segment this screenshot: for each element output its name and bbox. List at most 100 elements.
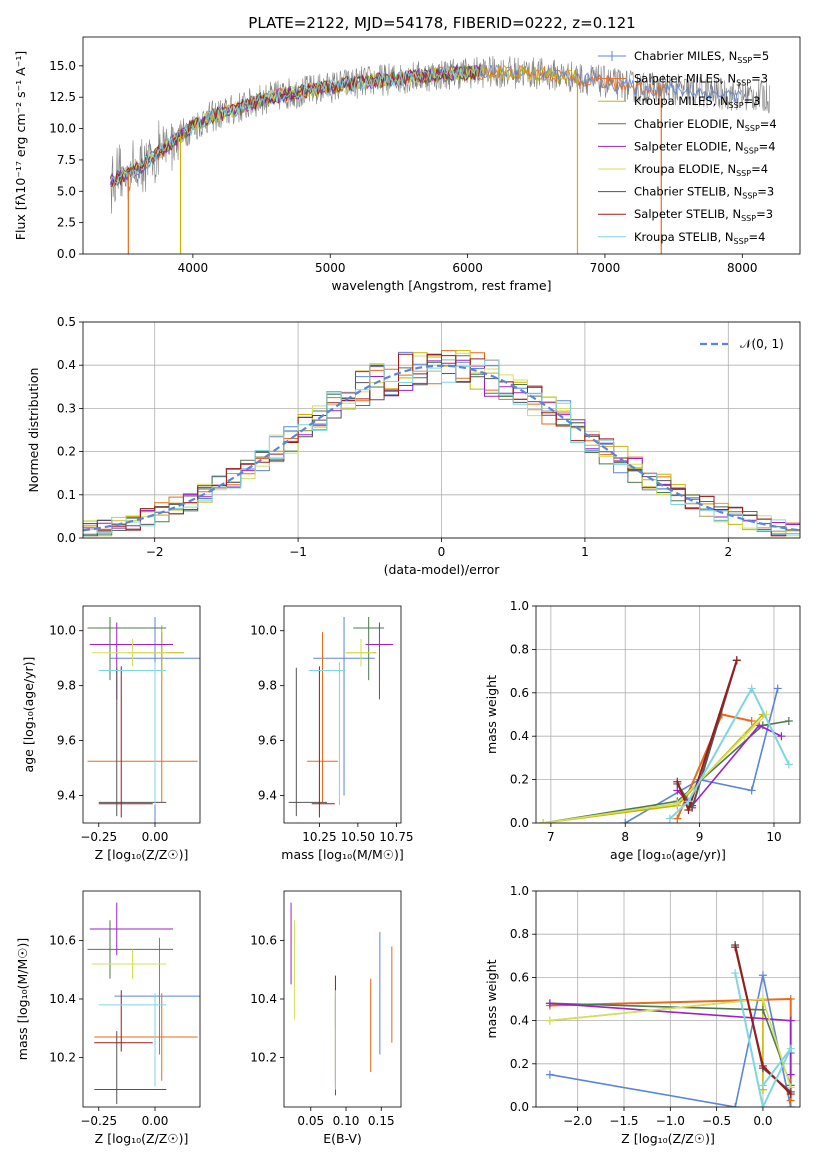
y-tick-label: 9.4 bbox=[57, 789, 76, 803]
x-tick-label: 0.00 bbox=[142, 1114, 169, 1128]
axes-frame bbox=[283, 890, 402, 1108]
y-tick-label: 9.6 bbox=[258, 734, 277, 748]
y-tick-label: 0.2 bbox=[57, 445, 76, 459]
x-tick-label: 0.00 bbox=[142, 830, 169, 844]
x-axis-label: Z [log₁₀(Z/Z☉)] bbox=[621, 1131, 715, 1146]
plot-area bbox=[288, 616, 394, 818]
legend-subscript: SSP bbox=[741, 214, 756, 223]
gaussian-curve bbox=[83, 364, 800, 532]
series-marker bbox=[747, 717, 756, 726]
x-tick-label: 5000 bbox=[315, 261, 346, 275]
y-tick-label: 0.6 bbox=[510, 970, 529, 984]
x-tick-label: −0.25 bbox=[80, 1114, 117, 1128]
x-tick-label: 6000 bbox=[452, 261, 483, 275]
series-marker bbox=[731, 943, 740, 952]
panel-residuals: −2 −1 0 1 2 0.0 0.1 0.2 0.3 0.4 0.5 (data-model)/er… bbox=[26, 315, 801, 577]
panel-mass_age: 10.25 10.50 10.75 9.4 9.6 9.8 10.0 mass [log₁₀(… bbox=[250, 605, 414, 862]
y-tick-label: 0.5 bbox=[57, 315, 76, 329]
legend-label: Chabrier MILES, NSSP=5 bbox=[634, 49, 769, 65]
legend-subscript: SSP bbox=[736, 169, 751, 178]
series-marker bbox=[773, 684, 782, 693]
series-marker bbox=[545, 1016, 554, 1025]
y-tick-label: 0.1 bbox=[57, 488, 76, 502]
legend-subscript: SSP bbox=[736, 79, 751, 88]
series-line bbox=[543, 713, 768, 823]
y-axis-label: mass weight bbox=[484, 959, 499, 1038]
y-tick-label: 10.0 bbox=[250, 624, 277, 638]
series-line bbox=[624, 688, 779, 823]
y-tick-label: 10.2 bbox=[250, 1050, 277, 1064]
x-tick-label: 7 bbox=[547, 830, 555, 844]
legend-marker bbox=[607, 51, 617, 61]
panel-z_age: −0.25 0.00 9.4 9.6 9.8 10.0 Z [log₁₀(Z/Z☉)] age… bbox=[21, 605, 201, 862]
panel-spectrum: 4000 5000 6000 7000 8000 0.0 2.5 5.0 7.5 10.0 12.5… bbox=[13, 36, 801, 293]
legend-label: Chabrier ELODIE, NSSP=4 bbox=[634, 117, 777, 133]
x-tick-label: 0.0 bbox=[753, 1114, 772, 1128]
plot-area bbox=[290, 902, 393, 1096]
series-marker bbox=[758, 1103, 767, 1107]
legend-subscript: SSP bbox=[729, 101, 744, 110]
x-tick-label: 1 bbox=[581, 545, 589, 559]
y-tick-label: 10.6 bbox=[250, 934, 277, 948]
x-tick-label: 10.25 bbox=[302, 830, 336, 844]
y-axis-label: age [log₁₀(age/yr)] bbox=[21, 657, 36, 773]
x-tick-label: −0.25 bbox=[80, 830, 117, 844]
legend-value: =4 bbox=[749, 230, 766, 244]
y-tick-label: 0.0 bbox=[510, 1100, 529, 1114]
y-tick-label: 0.4 bbox=[510, 729, 529, 743]
legend-subscript: SSP bbox=[745, 124, 760, 133]
legend-label: Chabrier STELIB, NSSP=3 bbox=[634, 185, 774, 201]
y-tick-label: 0.0 bbox=[57, 247, 76, 261]
axes-frame bbox=[82, 321, 801, 539]
y-axis-label: mass weight bbox=[484, 675, 499, 754]
x-tick-label: −1.5 bbox=[609, 1114, 638, 1128]
legend-label: Kroupa MILES, NSSP=3 bbox=[634, 94, 760, 110]
series-line bbox=[669, 686, 790, 820]
legend-value: =4 bbox=[759, 139, 776, 153]
y-tick-label: 0.0 bbox=[57, 531, 76, 545]
y-tick-label: 10.2 bbox=[49, 1050, 76, 1064]
x-tick-label: 10.50 bbox=[341, 830, 375, 844]
x-tick-label: 10.75 bbox=[379, 830, 413, 844]
histogram-step bbox=[83, 353, 800, 537]
x-tick-label: 8000 bbox=[727, 261, 758, 275]
panel-ebv_mass: 0.05 0.10 0.15 10.2 10.4 10.6 E(B-V) bbox=[250, 890, 402, 1146]
x-tick-label: 9 bbox=[696, 830, 704, 844]
series-marker bbox=[684, 797, 693, 806]
x-tick-label: 0.05 bbox=[297, 1114, 324, 1128]
legend-value: =3 bbox=[751, 72, 768, 86]
plot-area bbox=[87, 616, 200, 823]
series-line bbox=[734, 972, 792, 1107]
legend-value: =4 bbox=[760, 117, 777, 131]
x-tick-label: 10 bbox=[766, 830, 781, 844]
y-tick-label: 15.0 bbox=[49, 59, 76, 73]
legend: Chabrier MILES, NSSP=5 Salpeter MILES, NS… bbox=[598, 49, 777, 246]
y-tick-label: 0.8 bbox=[510, 927, 529, 941]
legend-value: =5 bbox=[752, 49, 769, 63]
y-tick-label: 10.0 bbox=[49, 122, 76, 136]
series-line bbox=[543, 720, 789, 823]
axes-frame bbox=[283, 605, 402, 824]
y-tick-label: 10.6 bbox=[49, 934, 76, 948]
x-axis-label: age [log₁₀(age/yr)] bbox=[610, 847, 726, 862]
series-marker bbox=[784, 717, 793, 726]
histogram-step bbox=[83, 359, 800, 535]
axes-frame bbox=[82, 890, 201, 1108]
x-tick-label: −2.0 bbox=[563, 1114, 592, 1128]
plot-area bbox=[539, 656, 793, 823]
legend-label: 𝒩(0, 1) bbox=[740, 337, 784, 351]
series-marker bbox=[673, 799, 682, 808]
series-marker bbox=[673, 814, 682, 823]
series-marker bbox=[786, 1044, 795, 1053]
series-line bbox=[549, 998, 764, 1090]
y-tick-label: 0.6 bbox=[510, 686, 529, 700]
x-tick-label: 2 bbox=[724, 545, 732, 559]
legend-value: =3 bbox=[757, 185, 774, 199]
axes-frame bbox=[535, 605, 801, 824]
x-tick-label: −1.0 bbox=[656, 1114, 685, 1128]
x-tick-label: 0.15 bbox=[368, 1114, 395, 1128]
y-tick-label: 9.4 bbox=[258, 789, 277, 803]
y-tick-label: 0.2 bbox=[510, 773, 529, 787]
y-tick-label: 0.3 bbox=[57, 401, 76, 415]
